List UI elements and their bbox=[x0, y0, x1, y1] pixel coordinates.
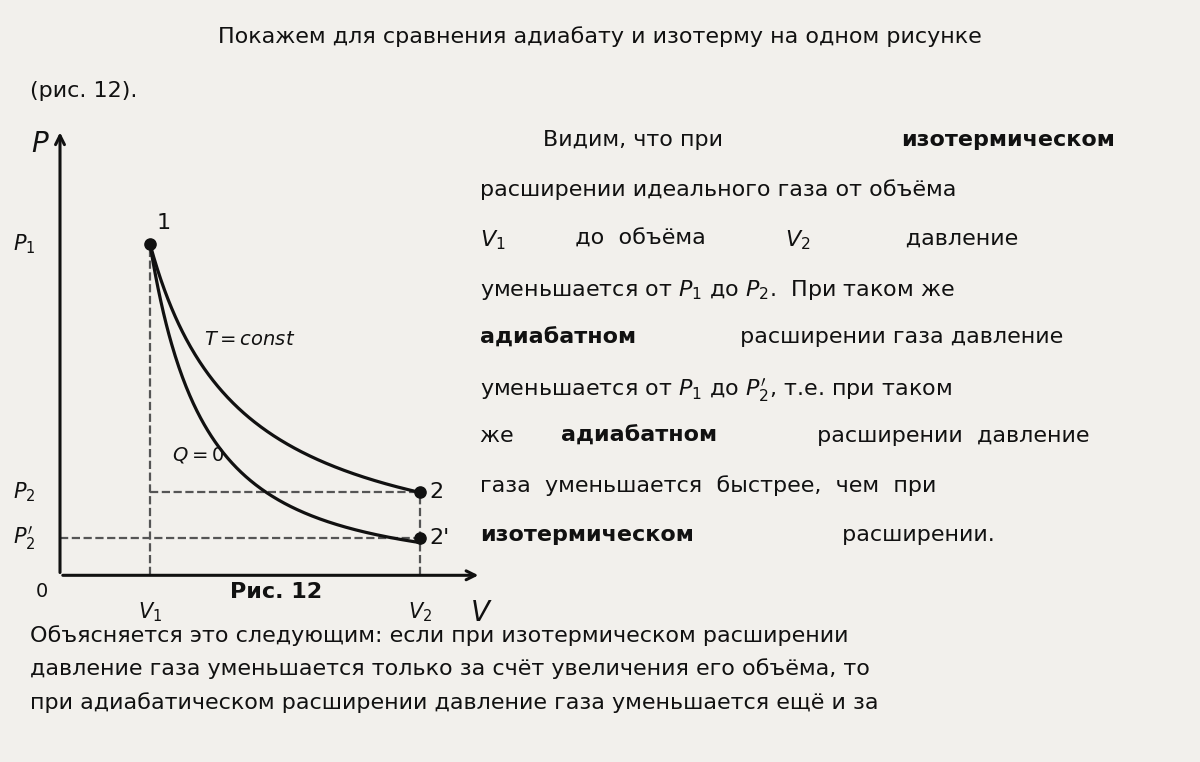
Text: уменьшается от $P_1$ до $P_2'$, т.е. при таком: уменьшается от $P_1$ до $P_2'$, т.е. при… bbox=[480, 376, 952, 404]
Text: Покажем для сравнения адиабату и изотерму на одном рисунке: Покажем для сравнения адиабату и изотерм… bbox=[218, 27, 982, 47]
Text: давление: давление bbox=[863, 229, 1018, 248]
Text: изотермическом: изотермическом bbox=[901, 130, 1115, 149]
Text: Видим, что при: Видим, что при bbox=[544, 130, 738, 149]
Text: $V_1$: $V_1$ bbox=[138, 600, 162, 624]
Text: расширении  давление: расширении давление bbox=[810, 426, 1090, 446]
Text: до  объёма: до объёма bbox=[560, 229, 720, 248]
Text: адиабатном: адиабатном bbox=[560, 426, 716, 446]
Text: $Q=0$: $Q=0$ bbox=[173, 445, 224, 466]
Text: 2': 2' bbox=[428, 528, 449, 548]
Text: Объясняется это следующим: если при изотермическом расширении
давление газа умен: Объясняется это следующим: если при изот… bbox=[30, 625, 878, 712]
Point bbox=[410, 486, 430, 498]
Text: Рис. 12: Рис. 12 bbox=[230, 582, 322, 603]
Text: 2: 2 bbox=[428, 482, 443, 502]
Text: $T = const$: $T = const$ bbox=[204, 330, 295, 349]
Text: $P_1$: $P_1$ bbox=[13, 232, 36, 256]
Text: 0: 0 bbox=[36, 582, 48, 601]
Text: адиабатном: адиабатном bbox=[480, 327, 636, 347]
Text: $P_2'$: $P_2'$ bbox=[13, 524, 36, 552]
Text: расширении идеального газа от объёма: расширении идеального газа от объёма bbox=[480, 179, 956, 200]
Text: же: же bbox=[480, 426, 528, 446]
Text: $V_2$: $V_2$ bbox=[408, 600, 432, 624]
Text: газа  уменьшается  быстрее,  чем  при: газа уменьшается быстрее, чем при bbox=[480, 475, 936, 496]
Text: 1: 1 bbox=[156, 213, 170, 233]
Text: расширении.: расширении. bbox=[834, 524, 995, 545]
Text: $P$: $P$ bbox=[31, 130, 49, 158]
Point bbox=[140, 238, 160, 250]
Text: $P_2$: $P_2$ bbox=[13, 481, 36, 504]
Text: изотермическом: изотермическом bbox=[480, 524, 694, 545]
Point bbox=[410, 532, 430, 544]
Text: (рис. 12).: (рис. 12). bbox=[30, 81, 137, 101]
Text: расширении газа давление: расширении газа давление bbox=[733, 327, 1063, 347]
Text: $V_2$: $V_2$ bbox=[785, 229, 811, 252]
Text: уменьшается от $P_1$ до $P_2$.  При таком же: уменьшается от $P_1$ до $P_2$. При таком… bbox=[480, 277, 955, 302]
Text: $V$: $V$ bbox=[470, 598, 492, 626]
Text: $V_1$: $V_1$ bbox=[480, 229, 505, 252]
